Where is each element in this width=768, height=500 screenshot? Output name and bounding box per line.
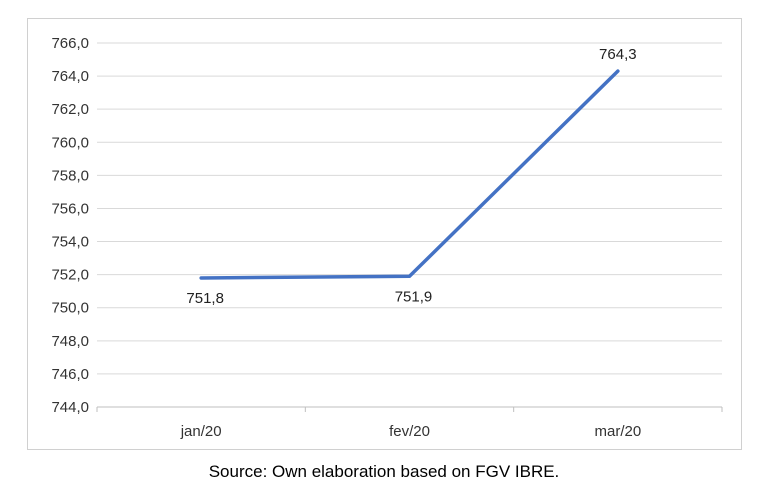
data-point	[408, 274, 411, 278]
y-tick-label: 766,0	[51, 35, 89, 52]
y-tick-label: 746,0	[51, 366, 89, 383]
y-tick-label: 752,0	[51, 267, 89, 284]
y-tick-label: 748,0	[51, 333, 89, 350]
line-chart: 744,0 746,0 748,0 750,0 752,0 754,0 756,0 758,0…	[51, 35, 723, 440]
y-tick-label: 754,0	[51, 234, 89, 251]
source-caption: Source: Own elaboration based on FGV IBR…	[208, 462, 560, 481]
y-tick-label: 750,0	[51, 300, 89, 317]
data-label: 751,9	[395, 288, 433, 305]
y-tick-label: 760,0	[51, 134, 89, 151]
y-tick-label: 762,0	[51, 101, 89, 118]
data-label: 751,8	[186, 290, 224, 307]
x-tick-label: fev/20	[389, 423, 430, 440]
y-tick-label: 744,0	[51, 399, 89, 416]
series-line	[199, 69, 620, 280]
data-point	[616, 69, 620, 73]
chart-frame: 744,0 746,0 748,0 750,0 752,0 754,0 756,0 758,0…	[27, 18, 742, 450]
data-point	[199, 276, 203, 280]
y-tick-label: 758,0	[51, 167, 89, 184]
y-tick-label: 756,0	[51, 200, 89, 217]
y-tick-label: 764,0	[51, 68, 89, 85]
x-tick-label: mar/20	[594, 423, 641, 440]
x-tick-label: jan/20	[180, 423, 222, 440]
data-label: 764,3	[599, 46, 637, 63]
